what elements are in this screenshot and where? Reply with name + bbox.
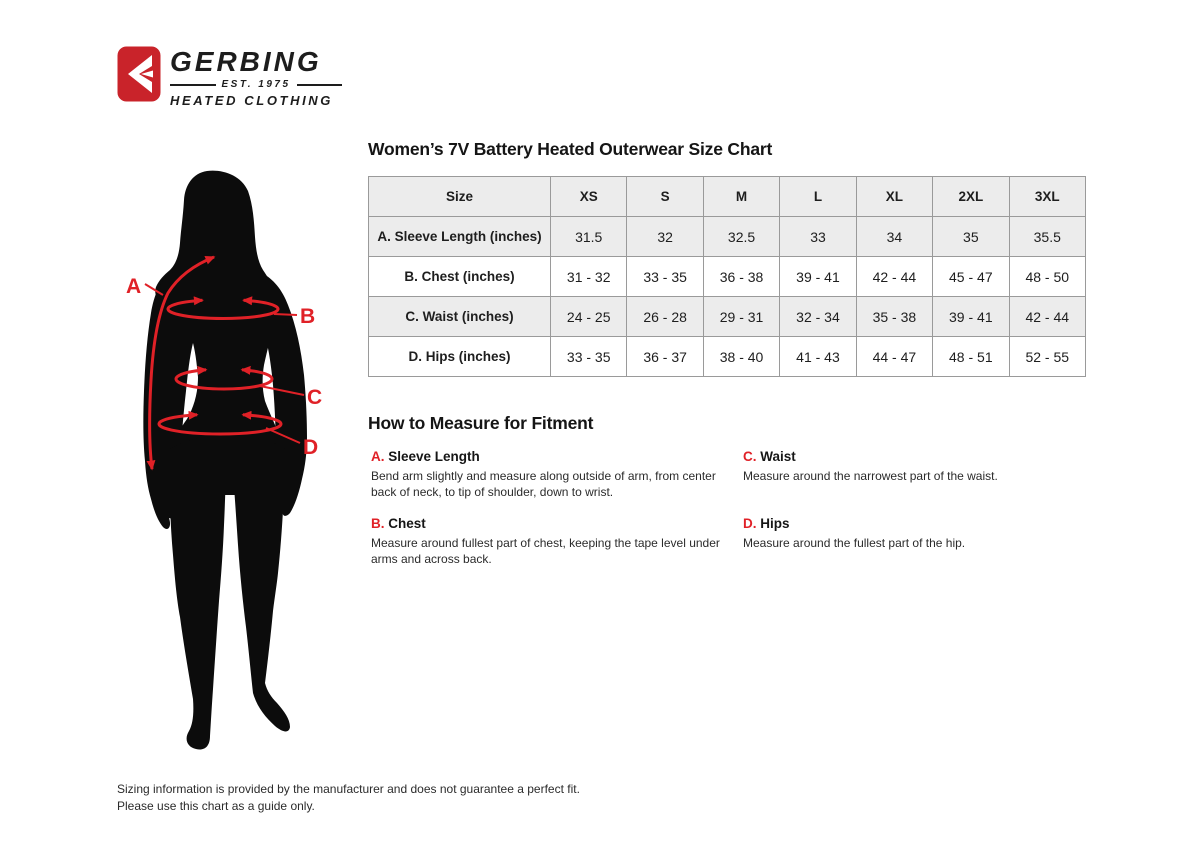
size-table-cell: 42 - 44	[1008, 296, 1087, 337]
measure-arrow-sleeve	[146, 255, 216, 471]
size-table-row-label: D. Hips (inches)	[368, 336, 551, 377]
size-table-cell: 32 - 34	[779, 296, 857, 337]
size-table-cell: 36 - 38	[702, 256, 781, 297]
measure-section-heading: How to Measure for Fitment	[368, 413, 594, 433]
size-chart-title: Women’s 7V Battery Heated Outerwear Size…	[368, 139, 773, 159]
measure-item-name: Hips	[760, 516, 790, 531]
measure-item-title: B. Chest	[371, 516, 723, 532]
measure-item-name: Chest	[388, 516, 426, 531]
size-table: Size XS S M L XL 2XL 3XL A. Sleeve Length (inch…	[368, 176, 1087, 377]
label-connector-c	[259, 385, 305, 396]
size-table-header-row: Size XS S M L XL 2XL 3XL	[368, 176, 1087, 217]
gerbing-logo: GERBING EST. 1975 HEATED CLOTHING	[117, 46, 343, 108]
size-table-cell: 33 - 35	[549, 336, 628, 377]
size-table-cell: 35	[932, 216, 1010, 257]
figure-label-b: B	[300, 305, 315, 328]
figure-label-a: A	[126, 275, 141, 298]
logo-rule-left	[170, 83, 216, 86]
size-table-cell: 32	[626, 216, 704, 257]
disclaimer: Sizing information is provided by the ma…	[117, 781, 580, 816]
measure-item-title: D. Hips	[743, 516, 1143, 532]
size-table-row-label: B. Chest (inches)	[368, 256, 551, 297]
logo-text-block: GERBING EST. 1975 HEATED CLOTHING	[170, 46, 343, 108]
size-table-cell: 44 - 47	[855, 336, 934, 377]
size-table-cell: 29 - 31	[702, 296, 781, 337]
size-table-cell: 26 - 28	[626, 296, 704, 337]
logo-rule-right	[296, 83, 343, 86]
measure-item-hips: D. Hips Measure around the fullest part …	[743, 516, 1163, 567]
size-table-row: A. Sleeve Length (inches) 31.5 32 32.5 33 34 3…	[368, 216, 1087, 257]
size-table-cell: 38 - 40	[702, 336, 781, 377]
size-table-cell: 31 - 32	[549, 256, 628, 297]
measure-item-description: Measure around the narrowest part of the…	[743, 469, 998, 484]
measure-band-chest	[166, 296, 280, 321]
measure-item-name: Waist	[760, 449, 796, 464]
measure-item-description: Measure around the fullest part of the h…	[743, 536, 966, 551]
measure-item-name: Sleeve Length	[388, 449, 480, 464]
disclaimer-line-2: Please use this chart as a guide only.	[117, 799, 315, 814]
size-table-cell: 45 - 47	[932, 256, 1010, 297]
silhouette-right-arm	[258, 273, 307, 516]
size-table-cell: 39 - 41	[779, 256, 857, 297]
size-table-row: D. Hips (inches) 33 - 35 36 - 37 38 - 40 41 …	[368, 336, 1087, 377]
measure-item-letter: B.	[371, 516, 385, 531]
disclaimer-line-1: Sizing information is provided by the ma…	[117, 782, 580, 796]
gerbing-arrow-icon	[117, 46, 161, 102]
size-table-cell: 48 - 50	[1008, 256, 1087, 297]
size-table-col-header: XS	[549, 176, 628, 217]
size-table-body: A. Sleeve Length (inches) 31.5 32 32.5 33 34 3…	[368, 216, 1087, 377]
figure-label-d: D	[303, 436, 318, 459]
size-table-col-header: M	[702, 176, 781, 217]
measure-item-sleeve: A. Sleeve Length Bend arm slightly and m…	[371, 449, 743, 516]
label-connector-a	[144, 283, 164, 296]
logo-established-row: EST. 1975	[170, 79, 343, 90]
measure-band-hips	[157, 410, 283, 436]
size-table-col-header: L	[779, 176, 857, 217]
size-table-corner-header: Size	[368, 176, 551, 217]
size-table-cell: 35.5	[1008, 216, 1087, 257]
size-table-cell: 48 - 51	[932, 336, 1010, 377]
measure-item-title: C. Waist	[743, 449, 1143, 465]
measure-band-waist	[174, 365, 274, 391]
size-table-col-header: 2XL	[932, 176, 1010, 217]
size-table-cell: 34	[855, 216, 934, 257]
measure-item-letter: D.	[743, 516, 757, 531]
size-table-cell: 33	[779, 216, 857, 257]
logo-wordmark: GERBING	[170, 46, 322, 77]
measure-item-letter: C.	[743, 449, 757, 464]
size-table-cell: 52 - 55	[1008, 336, 1087, 377]
size-table-row: C. Waist (inches) 24 - 25 26 - 28 29 - 31 32…	[368, 296, 1087, 337]
size-table-row-label: A. Sleeve Length (inches)	[368, 216, 551, 257]
label-connector-d	[265, 427, 301, 444]
size-table-col-header: 3XL	[1008, 176, 1087, 217]
size-table-cell: 41 - 43	[779, 336, 857, 377]
logo-established: EST. 1975	[221, 79, 291, 90]
logo-tagline: HEATED CLOTHING	[170, 93, 333, 108]
size-table-cell: 33 - 35	[626, 256, 704, 297]
measure-item-waist: C. Waist Measure around the narrowest pa…	[743, 449, 1163, 516]
size-table-cell: 39 - 41	[932, 296, 1010, 337]
measure-item-chest: B. Chest Measure around fullest part of …	[371, 516, 743, 567]
measure-item-description: Measure around fullest part of chest, ke…	[371, 536, 720, 567]
size-table-cell: 35 - 38	[855, 296, 934, 337]
measurement-figure: A B C D	[126, 170, 322, 750]
size-table-row: B. Chest (inches) 31 - 32 33 - 35 36 - 38 39…	[368, 256, 1087, 297]
size-table-cell: 32.5	[702, 216, 781, 257]
size-table-row-label: C. Waist (inches)	[368, 296, 551, 337]
size-table-cell: 24 - 25	[549, 296, 628, 337]
figure-label-c: C	[307, 386, 322, 409]
label-connector-b	[273, 313, 298, 316]
size-table-col-header: XL	[855, 176, 934, 217]
measure-item-description: Bend arm slightly and measure along outs…	[371, 469, 716, 500]
silhouette-legs	[169, 435, 290, 750]
measure-item-title: A. Sleeve Length	[371, 449, 723, 465]
measure-section: A. Sleeve Length Bend arm slightly and m…	[371, 449, 1163, 567]
size-table-cell: 36 - 37	[626, 336, 704, 377]
size-table-cell: 31.5	[549, 216, 628, 257]
size-table-cell: 42 - 44	[855, 256, 934, 297]
size-table-col-header: S	[626, 176, 704, 217]
measure-item-letter: A.	[371, 449, 385, 464]
